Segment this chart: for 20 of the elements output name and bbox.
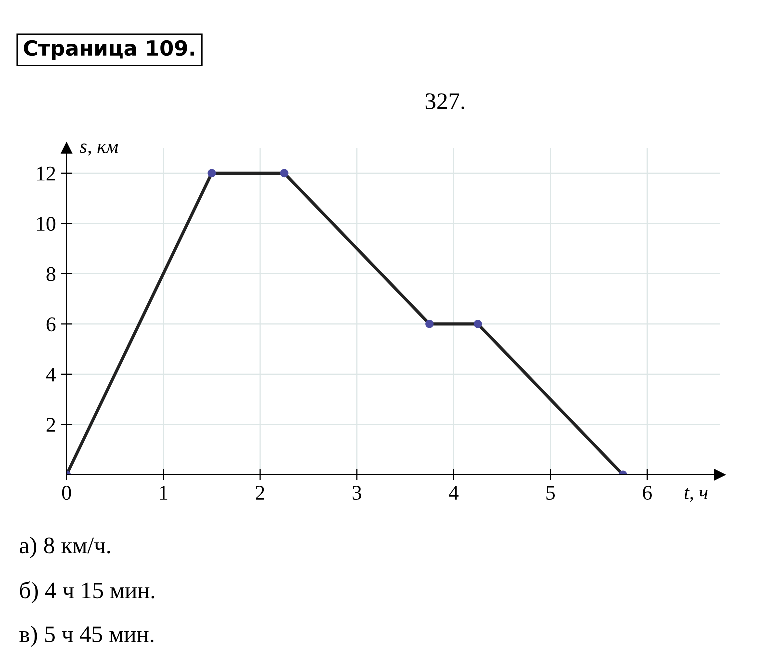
y-tick-label: 12 [37,166,56,181]
text: в) 5 ч 45 мин. [20,626,154,648]
x-tick-label: 2 [256,486,264,500]
x-tick-label: 1 [160,486,168,500]
chart-title: Страница 109. [24,40,194,60]
x-tick-label: 3 [352,486,362,500]
x-tick-label: 4 [449,486,459,500]
x-tick-label: 0 [62,486,72,500]
y-tick-label: 6 [46,318,56,332]
y-axis-title: s, км [80,144,118,156]
y-tick-label: 2 [46,418,56,432]
x-tick-label: 6 [643,486,652,500]
text: а) 8 км/ч. [20,537,110,558]
text: б) 4 ч 15 мин. [20,582,155,604]
chart-subtitle: 327. [426,94,465,110]
x-axis-title: t, ч [684,488,708,502]
x-tick-label: 5 [546,486,556,500]
y-tick-label: 8 [46,267,56,282]
y-tick-label: 10 [37,217,56,232]
y-tick-label: 4 [46,368,56,382]
